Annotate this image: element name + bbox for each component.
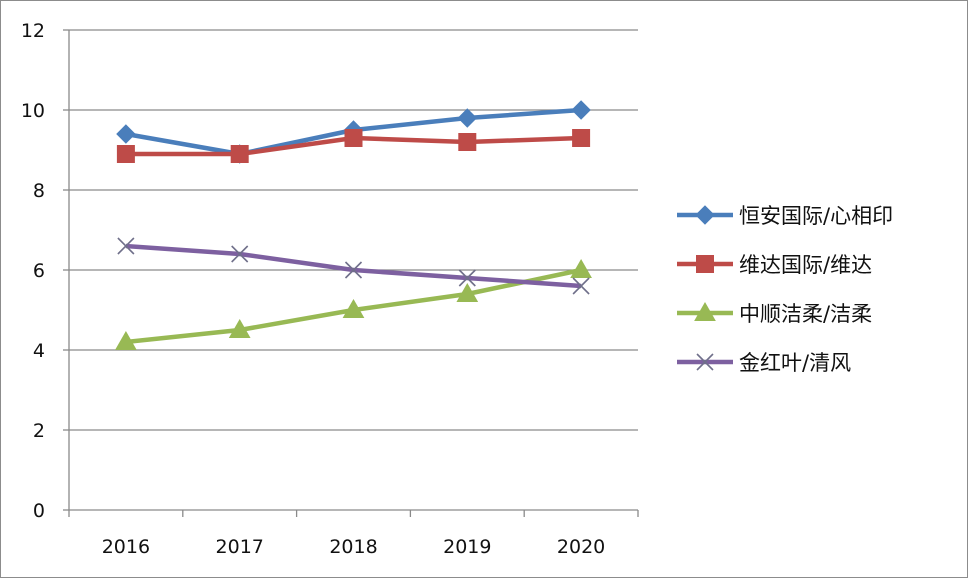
data-point — [458, 133, 477, 151]
series-lines — [115, 100, 592, 350]
x-marker-stroke — [458, 269, 476, 287]
data-point — [571, 100, 591, 120]
y-tick-label: 6 — [33, 260, 45, 282]
legend-marker — [696, 255, 714, 273]
y-tick-label: 8 — [33, 180, 45, 202]
axes: 0 2 4 6 8 10 12 2016 2017 2018 2019 2020 — [21, 20, 639, 558]
x-tick-label: 2017 — [216, 536, 264, 558]
legend-marker — [696, 353, 714, 371]
x-marker-stroke — [572, 277, 590, 295]
x-marker-stroke — [344, 261, 363, 279]
x-tick-label: 2019 — [443, 536, 491, 558]
data-point — [228, 318, 251, 338]
data-point — [456, 282, 479, 302]
data-point — [116, 124, 136, 144]
data-point — [231, 245, 249, 263]
data-point — [230, 145, 249, 163]
x-tick-label: 2020 — [557, 536, 605, 558]
grid-lines — [69, 29, 638, 431]
x-tick-label: 2018 — [329, 536, 377, 558]
legend-label: 中顺洁柔/洁柔 — [739, 302, 872, 326]
data-point — [117, 237, 135, 255]
legend-label: 恒安国际/心相印 — [739, 204, 893, 228]
x-tick-label: 2016 — [102, 536, 150, 558]
data-point — [570, 258, 592, 278]
data-point — [342, 298, 365, 318]
legend-marker — [694, 301, 716, 321]
series-line-4 — [125, 243, 582, 289]
y-tick-label: 12 — [21, 20, 45, 42]
legend-marker — [695, 205, 715, 225]
legend-label: 维达国际/维达 — [739, 253, 872, 277]
y-tick-label: 4 — [33, 340, 45, 362]
data-point — [344, 129, 363, 147]
data-point — [116, 145, 135, 163]
data-point — [572, 277, 590, 295]
y-tick-label: 0 — [33, 500, 45, 522]
y-tick-label: 10 — [21, 100, 45, 122]
x-marker-stroke — [696, 353, 714, 371]
data-point — [458, 269, 476, 287]
data-point — [344, 261, 363, 279]
data-point — [572, 129, 591, 147]
data-point — [457, 108, 478, 128]
legend-label: 金红叶/清风 — [739, 351, 851, 375]
x-marker-stroke — [117, 237, 135, 255]
data-point — [115, 330, 137, 350]
y-tick-label: 2 — [33, 420, 45, 442]
x-marker-stroke — [231, 245, 249, 263]
